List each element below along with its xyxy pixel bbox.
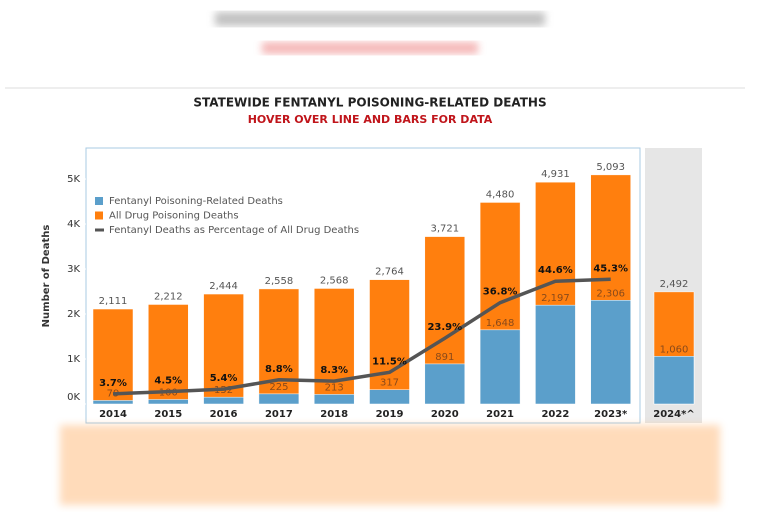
value-label: 2,568 xyxy=(320,275,349,286)
value-label: 4,480 xyxy=(486,189,515,200)
bar xyxy=(92,400,134,405)
y-tick-label: 1K xyxy=(67,354,80,365)
bar xyxy=(258,288,300,405)
value-label: 4.5% xyxy=(154,376,182,387)
line xyxy=(112,277,611,396)
value-label: 36.8% xyxy=(483,287,518,298)
value-label: 2,197 xyxy=(541,293,570,304)
value-label: 317 xyxy=(380,378,399,389)
x-tick-label: 2017 xyxy=(265,409,293,420)
x-tick-label: 2021 xyxy=(486,409,514,420)
bar xyxy=(535,304,576,405)
bar xyxy=(313,288,355,405)
bar xyxy=(313,394,355,405)
y-axis-label: Number of Deaths xyxy=(41,225,52,328)
bar xyxy=(369,389,410,405)
bar xyxy=(148,399,189,405)
x-tick-label: 2019 xyxy=(376,409,404,420)
chart-title: STATEWIDE FENTANYL POISONING-RELATED DEA… xyxy=(193,96,546,110)
x-tick-label: 2016 xyxy=(210,409,238,420)
value-label: 213 xyxy=(325,382,344,393)
value-label: 5,093 xyxy=(596,162,625,173)
chart-subtitle: HOVER OVER LINE AND BARS FOR DATA xyxy=(248,113,493,126)
y-tick-label: 0K xyxy=(67,392,80,403)
x-tick-label: 2015 xyxy=(154,409,182,420)
y-tick-label: 5K xyxy=(67,174,80,185)
value-label: 4,931 xyxy=(541,169,570,180)
bar xyxy=(148,304,189,405)
value-label: 225 xyxy=(269,382,288,393)
x-tick-label: 2018 xyxy=(320,409,348,420)
plot-frame xyxy=(85,147,641,424)
bar xyxy=(479,329,521,405)
bar xyxy=(92,308,134,405)
value-label: 44.6% xyxy=(538,265,573,276)
value-label: 2,306 xyxy=(596,288,625,299)
value-label: 3,721 xyxy=(430,224,459,235)
legend-label: Fentanyl Deaths as Percentage of All Dru… xyxy=(109,225,359,236)
bar xyxy=(369,279,410,405)
x-tick-label: 2020 xyxy=(431,409,459,420)
blurred-subheader xyxy=(262,42,478,54)
value-label: 3.7% xyxy=(99,378,127,389)
value-label: 2,444 xyxy=(209,281,238,292)
bar xyxy=(653,356,695,405)
value-label: 2,492 xyxy=(660,279,689,290)
x-tick-label: 2023* xyxy=(594,409,628,420)
value-label: 2,212 xyxy=(154,291,183,302)
value-label: 23.9% xyxy=(427,322,462,333)
blurred-footer xyxy=(60,425,720,505)
bar xyxy=(203,396,244,405)
value-label: 891 xyxy=(435,352,454,363)
legend-label: All Drug Poisoning Deaths xyxy=(109,211,239,222)
value-label: 8.3% xyxy=(320,365,348,376)
x-tick-label: 2024*^ xyxy=(653,409,694,420)
value-label: 45.3% xyxy=(593,263,628,274)
y-tick-label: 2K xyxy=(67,309,80,320)
value-label: 1,060 xyxy=(660,344,689,355)
value-label: 2,764 xyxy=(375,267,404,278)
y-tick-label: 3K xyxy=(67,264,80,275)
y-tick-label: 4K xyxy=(67,219,80,230)
blurred-header xyxy=(215,12,545,26)
value-label: 1,648 xyxy=(486,318,515,329)
value-label: 5.4% xyxy=(210,373,238,384)
bar xyxy=(258,393,300,405)
bar xyxy=(424,363,466,405)
value-label: 8.8% xyxy=(265,364,293,375)
legend-swatch xyxy=(95,197,103,205)
legend-swatch xyxy=(95,211,103,220)
value-label: 2,558 xyxy=(265,276,294,287)
value-label: 2,111 xyxy=(99,296,128,307)
x-tick-label: 2022 xyxy=(541,409,569,420)
value-label: 79 xyxy=(107,388,120,399)
legend-label: Fentanyl Poisoning-Related Deaths xyxy=(109,196,283,207)
value-label: 11.5% xyxy=(372,356,407,367)
x-tick-label: 2014 xyxy=(99,409,127,420)
bar xyxy=(590,300,631,405)
